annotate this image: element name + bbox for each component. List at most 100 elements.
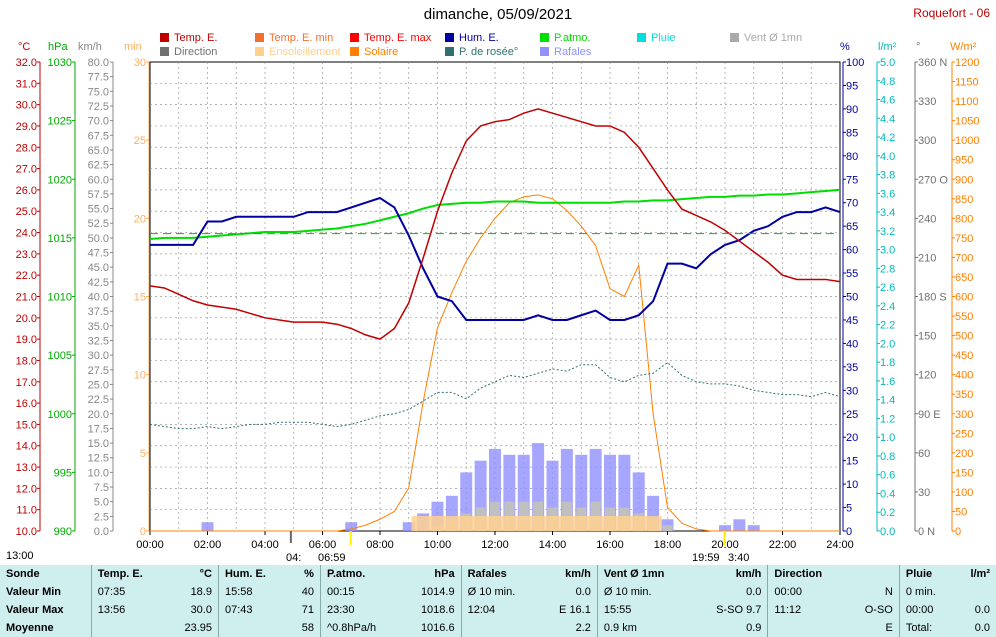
temp-axis-tick: 30.0 <box>16 100 37 112</box>
unit-minutes: min <box>124 41 142 53</box>
humidity-axis-tick: 15 <box>846 456 858 468</box>
hdr-raf: Rafales <box>460 565 540 583</box>
legend-item: P. de rosée° <box>445 46 518 58</box>
temp-axis-tick: 29.0 <box>16 121 37 133</box>
rain-axis-tick: 4.8 <box>880 76 895 88</box>
rain-axis-tick: 1.4 <box>880 395 895 407</box>
time-tick-label: 14:00 <box>539 539 567 551</box>
cell-r-label: 12:04 <box>460 601 540 619</box>
humidity-axis-tick: 75 <box>846 174 858 186</box>
legend-label: P. de rosée° <box>459 46 519 58</box>
humidity-axis-tick: 50 <box>846 292 858 304</box>
wind-axis-tick: 72.5 <box>88 101 109 113</box>
direction-axis-tick: 180 S <box>918 292 947 304</box>
unit-temp: °C <box>18 41 31 53</box>
solar-axis-tick: 600 <box>955 292 973 304</box>
humidity-axis-tick: 45 <box>846 315 858 327</box>
cell-h-time <box>217 619 289 637</box>
wind-axis-tick: 70.0 <box>88 116 109 128</box>
legend-swatch <box>540 33 549 42</box>
legend-swatch <box>350 47 359 56</box>
cell-r-label: Ø 10 min. <box>460 583 540 601</box>
stats-header-row: Sonde Temp. E. °C Hum. E. % P.atmo. hPa … <box>0 565 996 583</box>
wind-axis-tick: 55.0 <box>88 204 109 216</box>
direction-axis-tick: 240 <box>918 213 936 225</box>
legend-item: Solaire <box>350 46 398 58</box>
legend-item: Pluie <box>637 32 675 44</box>
wind-axis-tick: 62.5 <box>88 160 109 172</box>
temp-axis-tick: 20.0 <box>16 313 37 325</box>
legend-label: Solaire <box>364 46 399 58</box>
pressure-axis-tick: 1005 <box>48 350 72 362</box>
chart-title: dimanche, 05/09/2021 <box>423 6 573 23</box>
wind-axis-tick: 77.5 <box>88 72 109 84</box>
unit-humidity: % <box>840 41 850 53</box>
rain-axis-tick: 2.6 <box>880 282 895 294</box>
rain-axis-tick: 0.0 <box>880 526 895 538</box>
legend-label: Pluie <box>651 32 676 44</box>
wind-axis-tick: 40.0 <box>88 292 109 304</box>
cell-pl-label: Total: <box>898 619 955 637</box>
temp-axis-tick: 32.0 <box>16 57 37 69</box>
solar-axis-tick: 300 <box>955 409 973 421</box>
stats-row-max: Valeur Max 13:56 30.0 07:43 71 23:30 101… <box>0 601 996 619</box>
humidity-axis-tick: 95 <box>846 80 858 92</box>
rain-axis-tick: 5.0 <box>880 57 895 69</box>
time-tick-label: 10:00 <box>424 539 452 551</box>
rafales-bar <box>747 525 760 531</box>
moonset-label: 3:40 <box>728 552 750 564</box>
humidity-axis-tick: 0 <box>846 526 852 538</box>
cell-d-val: O-SO <box>864 604 893 616</box>
direction-axis-tick: 90 E <box>918 409 941 421</box>
rain-axis-tick: 2.4 <box>880 301 895 313</box>
direction-axis-tick: 60 <box>918 448 930 460</box>
hdr-temp: Temp. E. <box>90 565 167 583</box>
hdr-patmo-unit: hPa <box>434 568 455 580</box>
solar-axis-tick: 850 <box>955 194 973 206</box>
unit-pressure: hPa <box>48 41 68 53</box>
rain-axis-tick: 2.2 <box>880 320 895 332</box>
time-tick-label: 16:00 <box>596 539 624 551</box>
hdr-raf-unit: km/h <box>565 568 591 580</box>
temp-axis-tick: 26.0 <box>16 185 37 197</box>
legend-swatch <box>445 33 454 42</box>
cell-p-val: 1014.9 <box>420 586 455 598</box>
temp-axis-tick: 21.0 <box>16 292 37 304</box>
cell-h-val: 58 <box>301 622 314 634</box>
ensoleillement-band <box>411 516 662 531</box>
row-label: Valeur Max <box>6 604 64 616</box>
wind-axis-tick: 27.5 <box>88 365 109 377</box>
humidity-axis-tick: 100 <box>846 57 864 69</box>
solar-axis-tick: 1000 <box>955 135 979 147</box>
stats-row-avg: Moyenne 23.95 58 ^0.8hPa/h 1016.6 2.2 0.… <box>0 619 996 637</box>
rain-axis-tick: 4.4 <box>880 113 895 125</box>
wind-axis-tick: 42.5 <box>88 277 109 289</box>
humidity-axis-tick: 25 <box>846 409 858 421</box>
legend-swatch <box>255 33 264 42</box>
temp-line <box>149 108 841 340</box>
pressure-axis-tick: 995 <box>54 467 72 479</box>
solar-axis-tick: 1100 <box>955 96 979 108</box>
direction-axis-tick: 30 <box>918 487 930 499</box>
time-tick-label: 08:00 <box>366 539 394 551</box>
legend-item: P.atmo. <box>540 32 591 44</box>
legend-label: P.atmo. <box>554 32 591 44</box>
cell-pl-val <box>955 583 996 601</box>
temp-axis-tick: 23.0 <box>16 249 37 261</box>
minutes-axis-tick: 30 <box>134 57 146 69</box>
pressure-axis-tick: 1020 <box>48 174 72 186</box>
stats-row-min: Valeur Min 07:35 18.9 15:58 40 00:15 101… <box>0 583 996 601</box>
sunset-label: 19:59 <box>692 552 720 564</box>
solar-axis-tick: 0 <box>955 526 961 538</box>
solar-axis-tick: 100 <box>955 487 973 499</box>
humidity-axis-tick: 10 <box>846 479 858 491</box>
wind-axis-tick: 57.5 <box>88 189 109 201</box>
sun-left-label: 13:00 <box>6 550 34 562</box>
time-tick-label: 00:00 <box>136 539 164 551</box>
pressure-axis-tick: 1015 <box>48 233 72 245</box>
rain-axis-tick: 1.6 <box>880 376 895 388</box>
solar-axis-tick: 900 <box>955 174 973 186</box>
solar-axis-tick: 150 <box>955 467 973 479</box>
temp-axis-tick: 18.0 <box>16 355 37 367</box>
legend-swatch <box>350 33 359 42</box>
